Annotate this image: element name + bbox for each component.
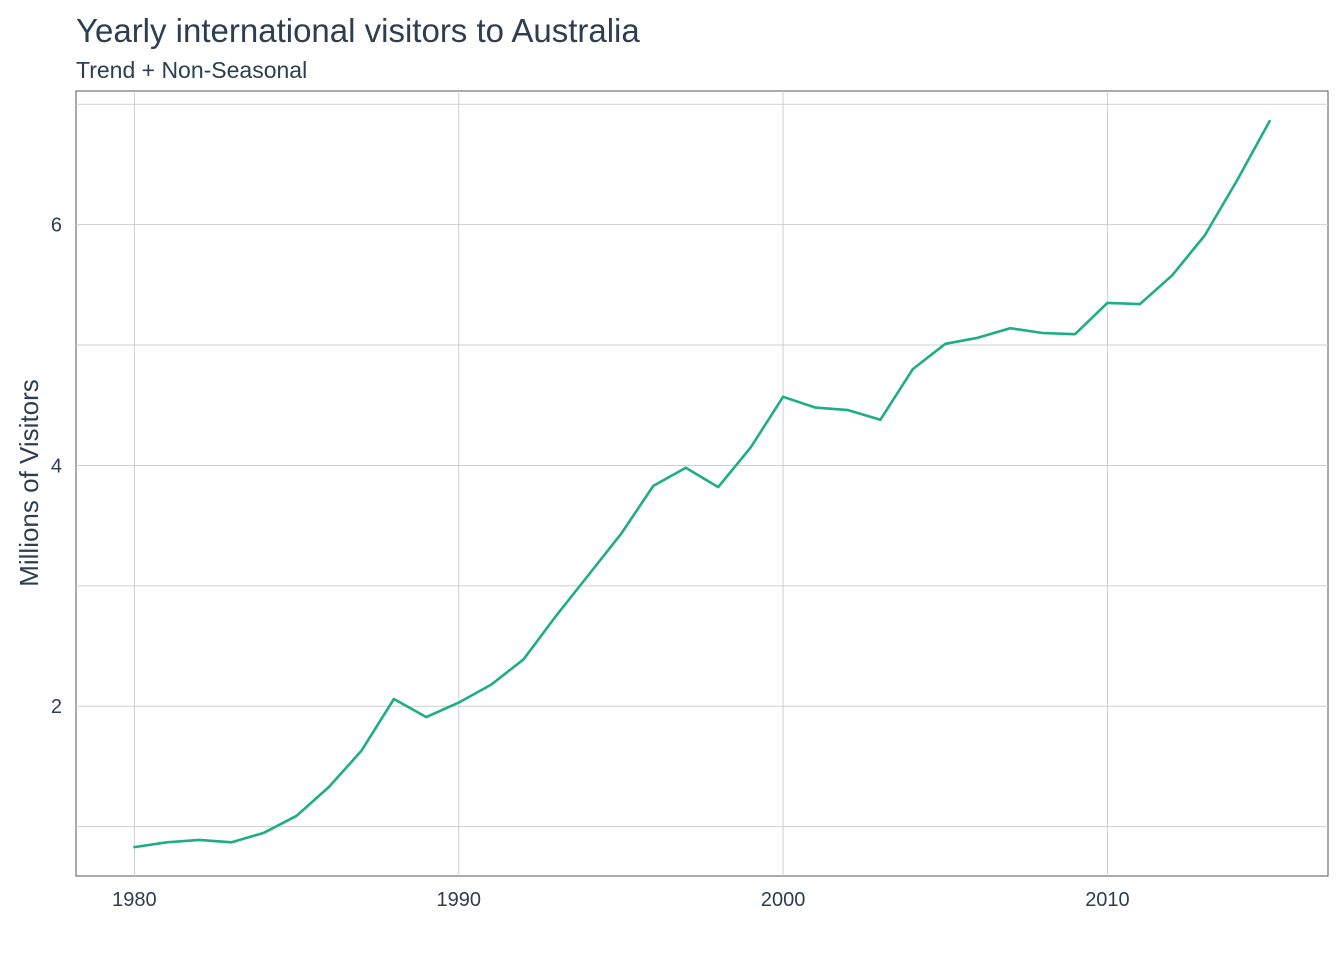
y-axis-label: Millions of Visitors: [14, 379, 44, 587]
x-tick-label: 2000: [761, 889, 806, 911]
gridlines: [76, 91, 1328, 876]
x-tick-label: 1990: [436, 889, 481, 911]
x-tick-label: 2010: [1085, 889, 1130, 911]
plot-panel: [75, 90, 1329, 877]
y-tick-label: 2: [51, 696, 62, 718]
y-tick-label: 4: [51, 455, 62, 477]
x-tick-label: 1980: [112, 889, 157, 911]
tick-labels: 2 4 6 1980 1990 2000 2010: [51, 215, 1130, 911]
chart-subtitle: Trend + Non-Seasonal: [76, 57, 308, 83]
y-tick-label: 6: [51, 215, 62, 237]
series-layer: [133, 119, 1271, 849]
chart-title: Yearly international visitors to Austral…: [76, 12, 640, 49]
visitors-series-line: [133, 119, 1271, 849]
